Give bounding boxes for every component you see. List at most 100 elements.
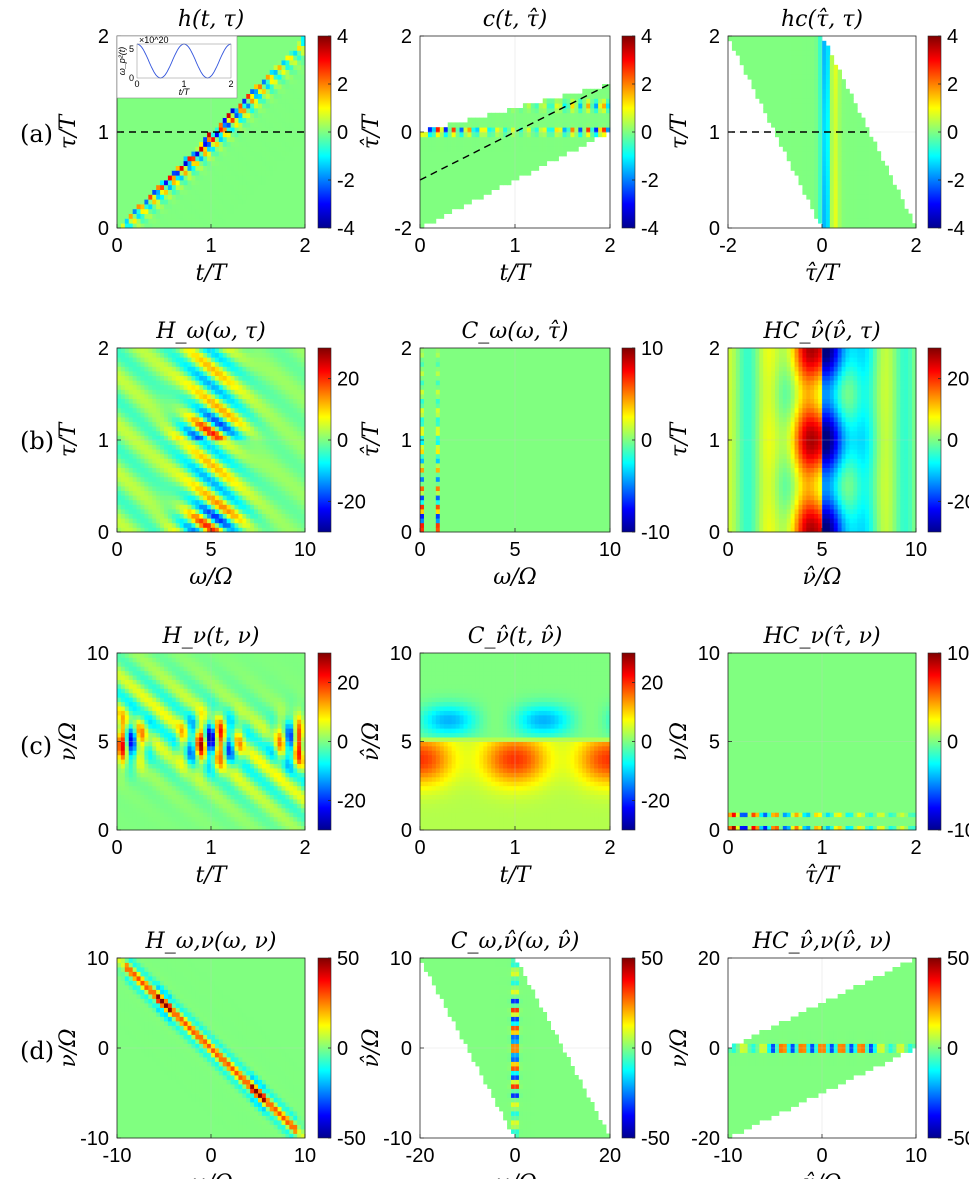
- heatmap-cell: [483, 165, 488, 171]
- heatmap-cell: [211, 108, 216, 114]
- heatmap-cell: [798, 84, 803, 90]
- heatmap-cell: [301, 103, 306, 109]
- heatmap-cell: [747, 60, 752, 66]
- heatmap-cell: [293, 165, 298, 171]
- heatmap-cell: [207, 481, 212, 487]
- heatmap-cell: [175, 375, 181, 381]
- heatmap-cell: [857, 141, 862, 147]
- heatmap-cell: [463, 184, 468, 190]
- heatmap-cell: [179, 509, 184, 514]
- heatmap-cell: [423, 184, 429, 190]
- heatmap-cell: [810, 74, 815, 80]
- heatmap-cell: [230, 103, 235, 109]
- heatmap-cell: [483, 170, 488, 176]
- colorbar-tick-label: -4: [947, 218, 965, 240]
- heatmap-cell: [144, 481, 149, 487]
- heatmap-cell: [265, 112, 271, 118]
- heatmap-cell: [164, 213, 169, 219]
- heatmap-cell: [148, 522, 153, 528]
- heatmap-cell: [841, 146, 846, 152]
- heatmap-cell: [230, 117, 235, 123]
- heatmap-cell: [128, 366, 134, 372]
- heatmap-cell: [242, 213, 247, 219]
- heatmap-cell: [833, 84, 839, 90]
- heatmap-cell: [570, 136, 575, 142]
- heatmap-cell: [171, 165, 177, 171]
- heatmap-cell: [491, 175, 496, 181]
- heatmap-cell: [207, 458, 212, 464]
- heatmap-cell: [586, 103, 591, 109]
- heatmap-cell: [242, 518, 247, 524]
- heatmap-cell: [273, 184, 278, 190]
- heatmap-cell: [857, 170, 862, 176]
- heatmap-cell: [829, 204, 835, 210]
- heatmap-cell: [222, 371, 228, 376]
- heatmap-cell: [297, 199, 302, 205]
- heatmap-cell: [522, 117, 528, 123]
- heatmap-cell: [261, 112, 267, 118]
- heatmap-cell: [175, 208, 181, 214]
- heatmap-cell: [778, 45, 784, 51]
- heatmap-cell: [495, 132, 500, 138]
- heatmap-cell: [136, 380, 141, 386]
- heatmap-cell: [191, 518, 196, 524]
- heatmap-cell: [802, 122, 807, 128]
- heatmap-cell: [269, 223, 275, 229]
- heatmap-cell: [857, 175, 862, 181]
- heatmap-cell: [199, 421, 204, 427]
- heatmap-cell: [443, 165, 449, 171]
- heatmap-cell: [167, 472, 173, 478]
- heatmap-cell: [175, 204, 181, 210]
- heatmap-cell: [861, 141, 866, 147]
- heatmap-cell: [120, 127, 126, 133]
- heatmap-cell: [238, 208, 243, 214]
- heatmap-cell: [845, 189, 850, 195]
- heatmap-cell: [211, 180, 216, 186]
- heatmap-cell: [120, 527, 126, 533]
- heatmap-cell: [818, 141, 823, 147]
- heatmap-cell: [431, 127, 437, 133]
- heatmap-cell: [242, 127, 247, 133]
- heatmap-cell: [475, 160, 480, 166]
- heatmap-cell: [849, 180, 854, 186]
- heatmap-cell: [775, 55, 780, 61]
- heatmap-cell: [487, 156, 492, 162]
- heatmap-cell: [226, 417, 231, 422]
- heatmap-cell: [164, 407, 169, 413]
- heatmap-cell: [175, 98, 181, 104]
- heatmap-cell: [164, 352, 169, 358]
- heatmap-cell: [183, 98, 188, 104]
- heatmap-cell: [420, 208, 425, 214]
- heatmap-cell: [211, 499, 216, 505]
- heatmap-cell: [289, 117, 294, 123]
- heatmap-cell: [447, 141, 453, 147]
- heatmap-cell: [431, 132, 437, 138]
- heatmap-cell: [483, 189, 488, 195]
- heatmap-cell: [849, 208, 854, 214]
- heatmap-cell: [261, 204, 267, 210]
- heatmap-cell: [258, 50, 263, 56]
- heatmap-cell: [771, 88, 776, 94]
- heatmap-cell: [187, 375, 192, 381]
- heatmap-cell: [782, 84, 788, 90]
- heatmap-cell: [837, 84, 842, 90]
- heatmap-cell: [117, 352, 122, 358]
- heatmap-cell: [195, 194, 200, 200]
- heatmap-cell: [167, 189, 173, 195]
- heatmap-cell: [230, 430, 235, 436]
- heatmap-cell: [833, 74, 839, 80]
- heatmap-cell: [214, 394, 220, 399]
- heatmap-cell: [136, 403, 141, 409]
- heatmap-cell: [538, 132, 544, 138]
- heatmap-cell: [503, 180, 508, 186]
- heatmap-cell: [120, 417, 126, 422]
- heatmap-cell: [191, 112, 196, 118]
- heatmap-cell: [128, 204, 134, 210]
- heatmap-cell: [566, 112, 571, 118]
- heatmap-cell: [590, 93, 595, 99]
- heatmap-cell: [222, 472, 228, 478]
- heatmap-cell: [175, 165, 181, 171]
- heatmap-cell: [144, 348, 149, 353]
- heatmap-cell: [794, 69, 799, 75]
- heatmap-cell: [558, 98, 563, 104]
